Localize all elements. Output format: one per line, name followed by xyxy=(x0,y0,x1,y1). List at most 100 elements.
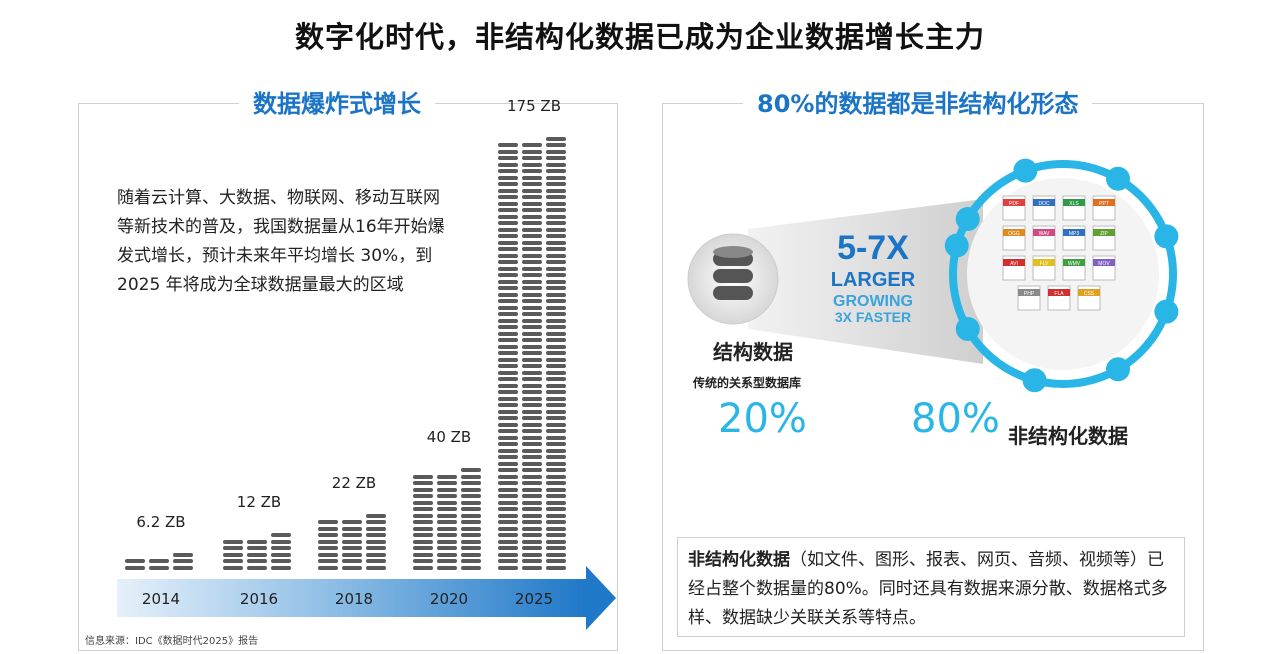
bar-disk xyxy=(546,429,566,433)
bar-disk xyxy=(342,546,362,550)
bar-disk xyxy=(271,539,291,544)
bar-disk xyxy=(461,546,481,550)
bar-disk xyxy=(498,331,518,336)
bar-stack-2018-col2 xyxy=(342,520,362,572)
bar-disk xyxy=(437,513,457,518)
bar-disk xyxy=(546,513,566,518)
bar-disk xyxy=(546,292,566,297)
bar-disk xyxy=(498,461,518,466)
bar-disk xyxy=(342,526,362,531)
bar-disk xyxy=(498,494,518,498)
bar-disk xyxy=(366,513,386,518)
bar-disk xyxy=(522,351,542,355)
bar-disk xyxy=(522,481,542,485)
svg-text:WMV: WMV xyxy=(1068,261,1081,267)
bar-disk xyxy=(522,487,542,492)
bar-disk xyxy=(498,214,518,219)
bar-disk xyxy=(498,539,518,544)
file-icon-avi: AVI xyxy=(1002,255,1026,281)
bar-disk xyxy=(546,325,566,329)
bar-disk xyxy=(522,468,542,472)
bar-disk xyxy=(413,539,433,544)
ring-dots xyxy=(944,158,1179,393)
bar-disk xyxy=(271,565,291,570)
bar-disk xyxy=(522,559,542,563)
faster-text: 3X FASTER xyxy=(835,309,911,325)
bar-disk xyxy=(498,403,518,407)
bar-disk xyxy=(546,383,566,388)
bar-disk xyxy=(546,539,566,544)
bar-disk xyxy=(522,396,542,401)
bar-disk xyxy=(461,481,481,485)
bar-disk xyxy=(498,182,518,186)
bar-disk xyxy=(498,279,518,284)
bar-disk xyxy=(342,539,362,544)
bar-disk xyxy=(546,409,566,414)
bar-disk xyxy=(522,461,542,466)
structured-label: 结构数据 xyxy=(713,340,793,364)
bar-disk xyxy=(522,253,542,258)
bar-disk xyxy=(546,286,566,290)
bar-disk xyxy=(522,305,542,310)
bar-disk xyxy=(522,383,542,388)
bar-disk xyxy=(522,448,542,453)
bar-disk xyxy=(522,156,542,160)
bar-disk xyxy=(522,299,542,303)
svg-text:AVI: AVI xyxy=(1010,261,1018,267)
bar-disk xyxy=(546,149,566,154)
bar-disk xyxy=(498,247,518,251)
bar-disk xyxy=(366,565,386,570)
bar-disk xyxy=(522,182,542,186)
bar-value-label-2016: 12 ZB xyxy=(236,493,282,511)
bar-disk xyxy=(498,520,518,524)
bar-disk xyxy=(498,286,518,290)
bar-disk xyxy=(437,487,457,492)
year-tick-2014: 2014 xyxy=(141,590,181,608)
bar-disk xyxy=(413,565,433,570)
bar-disk xyxy=(498,299,518,303)
bar-disk xyxy=(437,539,457,544)
bar-disk xyxy=(461,552,481,557)
bar-disk xyxy=(437,474,457,479)
data-growth-panel: 数据爆炸式增长 随着云计算、大数据、物联网、移动互联网等新技术的普及，我国数据量… xyxy=(78,84,618,651)
ring-dot xyxy=(1106,166,1130,191)
bar-disk xyxy=(366,526,386,531)
svg-text:DOC: DOC xyxy=(1038,201,1050,207)
bar-disk xyxy=(437,520,457,524)
bar-disk xyxy=(461,513,481,518)
bar-disk xyxy=(522,227,542,232)
bar-disk xyxy=(522,188,542,193)
bar-disk xyxy=(546,552,566,557)
bar-disk xyxy=(271,546,291,550)
bar-disk xyxy=(522,279,542,284)
bar-disk xyxy=(522,435,542,440)
bar-disk xyxy=(522,325,542,329)
bar-disk xyxy=(546,357,566,362)
bar-disk xyxy=(498,240,518,245)
bar-disk xyxy=(125,559,145,563)
bar-disk xyxy=(546,234,566,238)
bar-disk xyxy=(546,201,566,206)
bar-disk xyxy=(461,494,481,498)
bar-stack-2014-col2 xyxy=(149,559,169,572)
bar-disk xyxy=(498,552,518,557)
bar-disk xyxy=(223,559,243,563)
database-icon xyxy=(713,246,753,300)
year-axis-band xyxy=(117,579,587,617)
bar-disk xyxy=(546,559,566,563)
bar-disk xyxy=(366,546,386,550)
bar-disk xyxy=(498,292,518,297)
ring-dot xyxy=(1106,357,1130,382)
file-icons-grid: PDF DOC XLS PPT OGG WAV MP3 ZIP AVI FLV WMV MOV PHP F… xyxy=(1002,195,1116,311)
bar-stack-2016-col1 xyxy=(223,539,243,573)
bar-disk xyxy=(498,565,518,570)
bar-disk xyxy=(546,468,566,472)
file-icon-mp3: MP3 xyxy=(1062,225,1086,251)
bar-disk xyxy=(461,520,481,524)
bar-disk xyxy=(498,435,518,440)
bar-disk xyxy=(498,351,518,355)
bar-stack-2025-col3 xyxy=(546,136,566,573)
file-icon-ppt: PPT xyxy=(1092,195,1116,221)
bar-stack-2018-col3 xyxy=(366,513,386,573)
bar-disk xyxy=(498,188,518,193)
